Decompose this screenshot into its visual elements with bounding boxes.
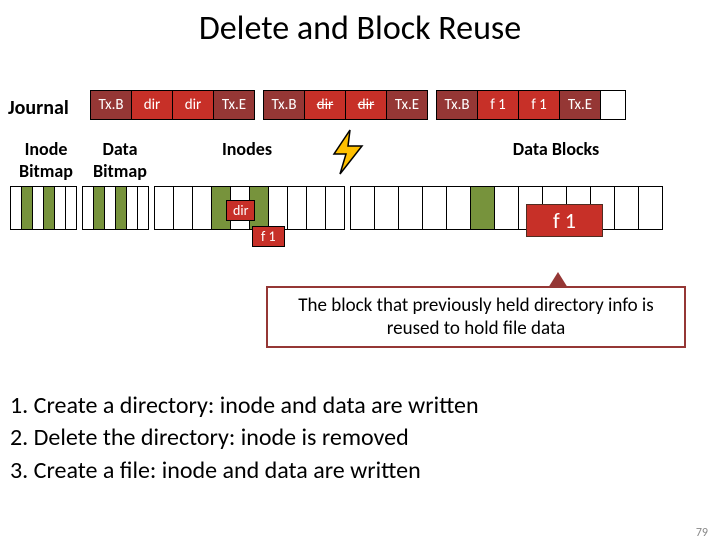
journal-row: Tx.BdirdirTx.ETx.BdirdirTx.ETx.Bf 1f 1Tx…: [90, 90, 625, 120]
journal-cell: Tx.B: [90, 90, 132, 120]
journal-cell: dir: [172, 90, 214, 120]
block-cell: [614, 186, 639, 230]
step-item: 3. Create a file: inode and data are wri…: [10, 455, 479, 487]
block-cell: [398, 186, 423, 230]
block-cell: [638, 186, 663, 230]
block-cell: [287, 186, 307, 230]
lightning-icon: [328, 128, 368, 188]
page-title: Delete and Block Reuse: [0, 8, 720, 49]
block-cell: [494, 186, 519, 230]
block-cell: [350, 186, 375, 230]
journal-cell: dir: [131, 90, 173, 120]
journal-cell: Tx.E: [213, 90, 255, 120]
callout-box: The block that previously held directory…: [266, 286, 686, 348]
f1-datablock-tag: f 1: [526, 204, 603, 237]
block-cell: [374, 186, 399, 230]
journal-cell: dir: [304, 90, 346, 120]
journal-cell: dir: [345, 90, 387, 120]
data-bitmap-label: DataBitmap: [82, 138, 158, 182]
block-cell: [154, 186, 174, 230]
page-number: 79: [696, 526, 708, 540]
inodes-label: Inodes: [158, 138, 336, 182]
f1-inode-tag: f 1: [252, 226, 285, 247]
step-item: 1. Create a directory: inode and data ar…: [10, 390, 479, 422]
block-cell: [306, 186, 326, 230]
journal-cell: Tx.B: [263, 90, 305, 120]
block-cell: [268, 186, 288, 230]
journal-cell: Tx.E: [559, 90, 601, 120]
block-cell: [325, 186, 345, 230]
block-cell: [192, 186, 212, 230]
data-blocks-label: Data Blocks: [426, 138, 686, 182]
block-cell: [173, 186, 193, 230]
block-cell: [446, 186, 471, 230]
dir-tag: dir: [226, 200, 255, 221]
journal-label: Journal: [8, 96, 69, 120]
journal-cell: Tx.B: [436, 90, 478, 120]
block-cell: [422, 186, 447, 230]
steps-list: 1. Create a directory: inode and data ar…: [10, 390, 479, 487]
step-item: 2. Delete the directory: inode is remove…: [10, 422, 479, 454]
inode-bitmap-label: InodeBitmap: [10, 138, 82, 182]
journal-cell: Tx.E: [386, 90, 428, 120]
journal-cell: f 1: [477, 90, 519, 120]
journal-cell: f 1: [518, 90, 560, 120]
block-cell: [470, 186, 495, 230]
